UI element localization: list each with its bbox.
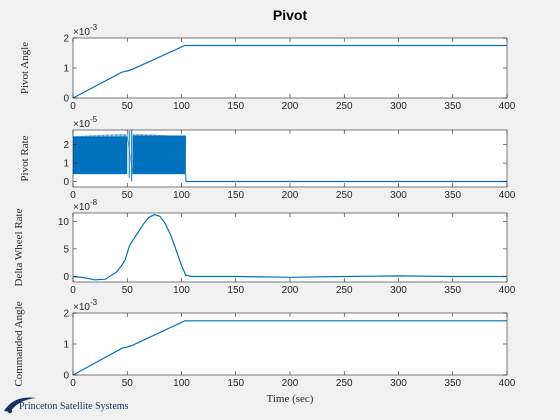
series-line-1: [73, 320, 507, 375]
y-tick-label: 5: [63, 244, 69, 255]
x-tick-label: 100: [173, 101, 190, 112]
y-tick-label: 2: [63, 34, 69, 45]
x-tick-label: 50: [122, 378, 134, 389]
y-exponent-label: ×10-8: [73, 198, 98, 213]
x-tick-label: 150: [227, 190, 244, 201]
x-tick-label: 400: [499, 285, 516, 296]
x-tick-label: 300: [390, 285, 407, 296]
y-tick-label: 2: [63, 140, 69, 151]
x-tick-label: 350: [444, 285, 461, 296]
x-tick-label: 50: [122, 101, 134, 112]
y-axis-label: Commanded Angle: [13, 301, 25, 386]
x-tick-label: 250: [336, 101, 353, 112]
x-tick-label: 50: [122, 285, 134, 296]
x-tick-label: 400: [499, 378, 516, 389]
y-tick-label: 10: [58, 217, 70, 228]
x-tick-label: 400: [499, 190, 516, 201]
x-tick-label: 250: [336, 285, 353, 296]
x-tick-label: 350: [444, 101, 461, 112]
y-exponent-label: ×10-3: [73, 23, 98, 38]
x-tick-label: 0: [70, 378, 76, 389]
x-tick-label: 300: [390, 378, 407, 389]
x-axis-label: Time (sec): [267, 393, 314, 405]
y-tick-label: 1: [63, 340, 69, 351]
logo-swoosh-icon: [4, 397, 36, 412]
y-tick-label: 0: [63, 272, 69, 283]
y-tick-label: 1: [63, 159, 69, 170]
x-tick-label: 100: [173, 190, 190, 201]
x-tick-label: 150: [227, 101, 244, 112]
logo-text: Princeton Satellite Systems: [19, 401, 129, 412]
x-tick-label: 350: [444, 378, 461, 389]
x-tick-label: 150: [227, 378, 244, 389]
x-tick-label: 400: [499, 101, 516, 112]
y-exponent-label: ×10-5: [73, 115, 98, 130]
y-tick-label: 0: [63, 94, 69, 105]
y-axis-label: Delta Wheel Rate: [13, 208, 25, 286]
x-tick-label: 100: [173, 378, 190, 389]
x-tick-label: 200: [282, 378, 299, 389]
x-tick-label: 200: [282, 190, 299, 201]
subplot-4: 0 50 100 150 200 250 300 350 400 0 1 2 ×10-3 Commande…: [13, 298, 516, 389]
y-axis-label: Pivot Angle: [19, 42, 31, 94]
y-tick-label: 2: [63, 309, 69, 320]
x-tick-label: 200: [282, 101, 299, 112]
x-tick-label: 250: [336, 190, 353, 201]
plot-area: [73, 213, 507, 282]
y-exponent-label: ×10-3: [73, 298, 98, 313]
figure-title: Pivot: [273, 7, 308, 23]
plot-area: [73, 313, 507, 375]
x-tick-label: 100: [173, 285, 190, 296]
x-tick-label: 300: [390, 190, 407, 201]
y-tick-label: 0: [63, 371, 69, 382]
y-axis-label: Pivot Rate: [19, 135, 31, 181]
x-tick-label: 0: [70, 101, 76, 112]
series-line-1: [73, 44, 507, 98]
subplot-1: 0 50 100 150 200 250 300 350 400 0 1 2 ×10-3 Pivot An…: [19, 23, 516, 112]
y-tick-label: 1: [63, 64, 69, 75]
x-tick-label: 0: [70, 190, 76, 201]
x-tick-label: 250: [336, 378, 353, 389]
subplot-3: 0 50 100 150 200 250 300 350 400 0 5 10×10-8 Delta W…: [13, 198, 516, 296]
x-tick-label: 150: [227, 285, 244, 296]
series-line-1: [73, 214, 507, 281]
x-tick-label: 300: [390, 101, 407, 112]
x-tick-label: 0: [70, 285, 76, 296]
subplot-2: 0 50 100 150 200 250 300 350 400 0 1 2 ×10-5 Pivot Ra…: [19, 115, 516, 201]
plot-area: [73, 38, 507, 98]
x-tick-label: 200: [282, 285, 299, 296]
x-tick-label: 350: [444, 190, 461, 201]
y-tick-label: 0: [63, 177, 69, 188]
x-tick-label: 50: [122, 190, 134, 201]
oscillation-line: [73, 134, 186, 175]
logo: Princeton Satellite Systems: [4, 397, 129, 414]
